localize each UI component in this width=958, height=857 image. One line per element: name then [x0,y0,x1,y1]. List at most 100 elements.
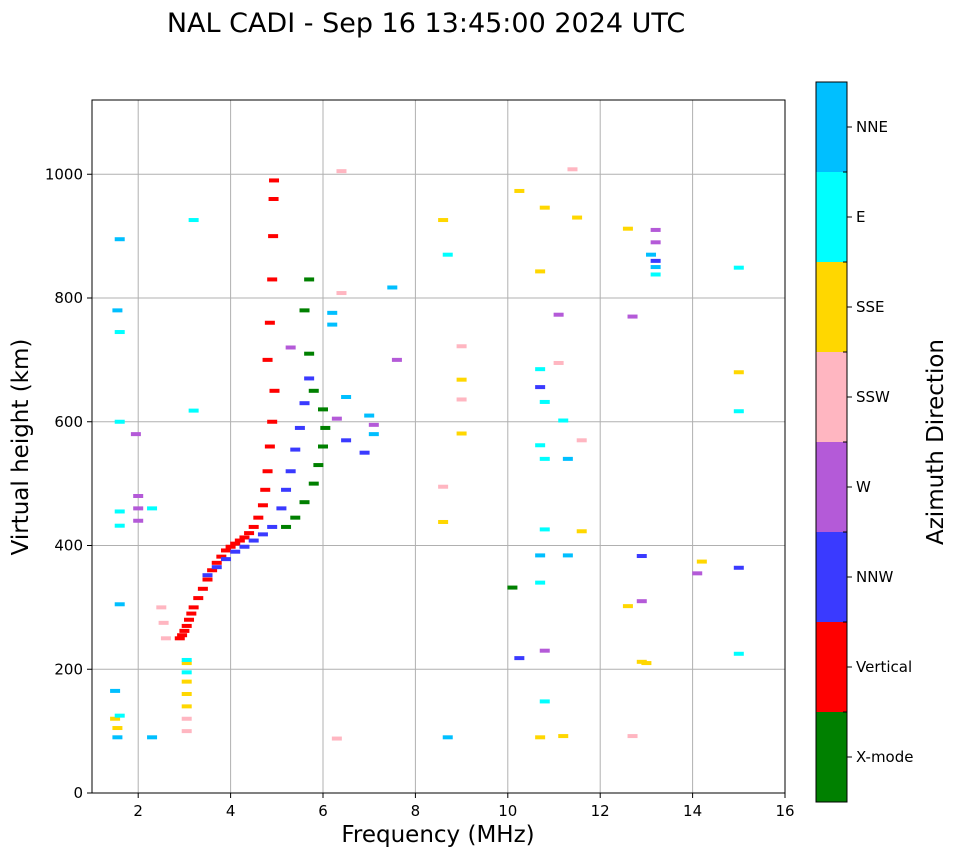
echo-point-ssw [336,169,347,174]
echo-point-w [331,416,342,421]
echo-point-w [636,599,647,604]
echo-point-nnw [514,656,525,661]
echo-point-sse [181,661,192,666]
echo-point-nne [442,735,453,740]
echo-point-sse [641,661,652,666]
echo-point-e [539,527,550,532]
echo-point-e [535,443,546,448]
echo-point-w [391,357,402,362]
x-tick-label: 16 [775,802,794,820]
echo-point-sse [576,529,587,534]
echo-point-nne [387,285,398,290]
echo-point-ssw [456,344,467,349]
echo-point-vertical [181,623,192,628]
echo-point-x-mode [281,524,292,529]
echo-point-w [285,345,296,350]
echo-point-sse [558,734,569,739]
echo-point-e [539,456,550,461]
echo-point-w [130,432,141,437]
echo-point-nne [646,252,657,257]
colorbar-category-label: NNW [856,568,893,586]
y-tick-label: 200 [54,660,83,678]
echo-point-vertical [202,577,213,582]
echo-point-nnw [267,524,278,529]
echo-point-ssw [160,636,171,641]
echo-point-nne [114,602,125,607]
echo-point-vertical [268,234,279,239]
echo-point-e [442,252,453,257]
echo-point-w [692,571,703,576]
echo-point-nne [650,265,661,270]
echo-point-e [733,651,744,656]
echo-point-sse [181,679,192,684]
echo-point-vertical [264,320,275,325]
echo-point-vertical [184,617,195,622]
echo-point-e [733,409,744,414]
echo-point-nnw [281,487,292,492]
x-tick-label: 12 [591,802,610,820]
echo-point-vertical [267,277,278,282]
echo-point-nnw [211,565,222,570]
echo-point-vertical [269,178,280,183]
echo-point-nnw [636,554,647,559]
echo-point-e [114,713,125,718]
echo-point-sse [733,370,744,375]
echo-point-vertical [211,560,222,565]
colorbar-category-label: NNE [856,118,888,136]
echo-point-nne [368,432,379,437]
x-axis-label: Frequency (MHz) [341,822,534,848]
echo-point-ssw [181,716,192,721]
x-tick-label: 10 [498,802,517,820]
echo-point-x-mode [507,585,518,590]
echo-point-nne [147,735,158,740]
echo-point-nnw [535,385,546,390]
echo-point-nnw [202,573,213,578]
echo-point-sse [181,692,192,696]
colorbar-segment [816,82,847,172]
colorbar-category-label: W [856,478,871,496]
echo-point-w [539,648,550,653]
echo-point-w [650,227,661,232]
echo-point-e [650,272,661,277]
echo-point-ssw [567,167,578,172]
echo-point-nne [535,553,546,558]
echo-point-nnw [257,532,268,537]
echo-point-nne [327,322,338,327]
echo-point-nne [364,413,375,418]
echo-point-x-mode [308,481,319,486]
echo-point-sse [535,735,546,740]
echo-point-sse [438,519,449,524]
x-tick-label: 8 [411,802,421,820]
echo-point-x-mode [299,308,310,313]
echo-point-nnw [299,401,310,406]
x-axis-ticks: 2 4 6 8 10 12 14 16 [133,793,795,820]
echo-point-w [133,494,144,498]
echo-point-e [188,218,199,223]
echo-point-nnw [276,506,287,511]
echo-point-x-mode [304,351,315,356]
echo-point-ssw [181,729,192,734]
echo-point-e [733,265,744,270]
echo-point-e [558,418,569,423]
echo-point-vertical [193,596,204,601]
echo-point-nnw [359,450,370,455]
echo-point-ssw [158,620,169,625]
echo-point-ssw [576,438,587,443]
colorbar-category-label: Vertical [856,658,912,676]
echo-point-ssw [331,736,342,741]
echo-point-vertical [177,633,188,638]
colorbar-label: Azimuth Direction [923,339,949,545]
echo-point-vertical [188,605,199,610]
echo-point-nnw [341,438,352,443]
echo-point-nnw [290,447,301,452]
echo-point-nnw [294,425,305,430]
echo-point-ssw [156,605,167,610]
x-tick-label: 4 [226,802,236,820]
echo-point-e [535,367,546,372]
echo-point-sse [456,431,467,436]
echo-point-nne [110,688,121,693]
echo-point-vertical [264,444,275,449]
colorbar-category-label: E [856,208,865,226]
echo-point-sse [438,218,449,223]
echo-point-e [114,523,125,528]
